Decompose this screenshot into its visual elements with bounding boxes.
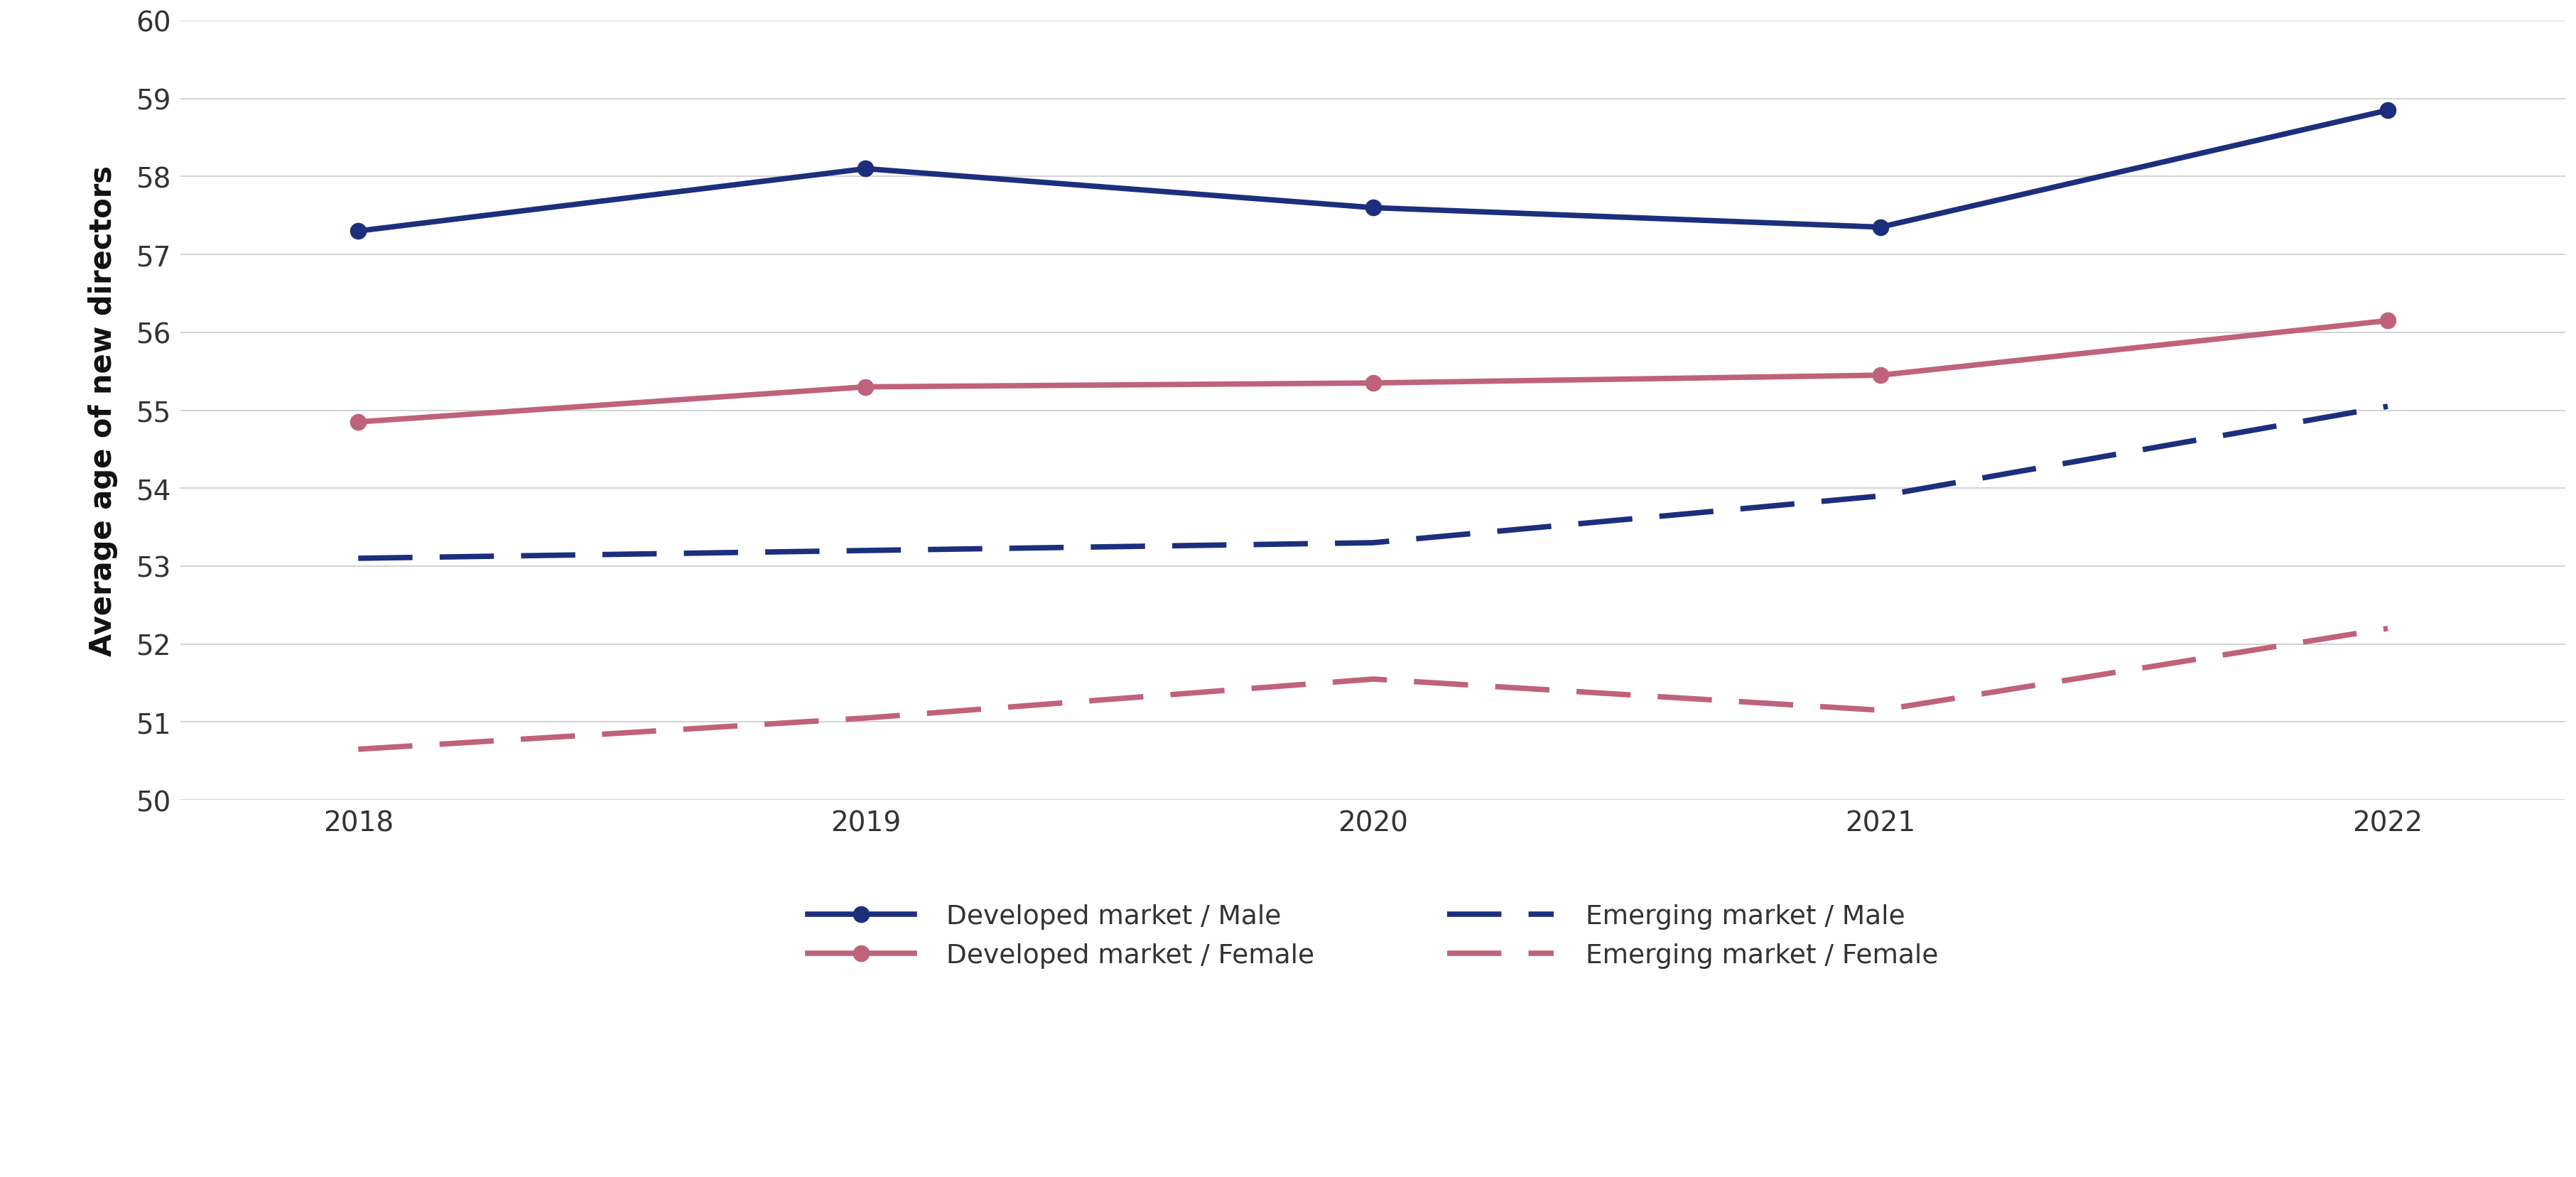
Legend: Developed market / Male, Developed market / Female, Emerging market / Male, Emer: Developed market / Male, Developed marke… xyxy=(793,891,1953,982)
Y-axis label: Average age of new directors: Average age of new directors xyxy=(88,166,118,656)
